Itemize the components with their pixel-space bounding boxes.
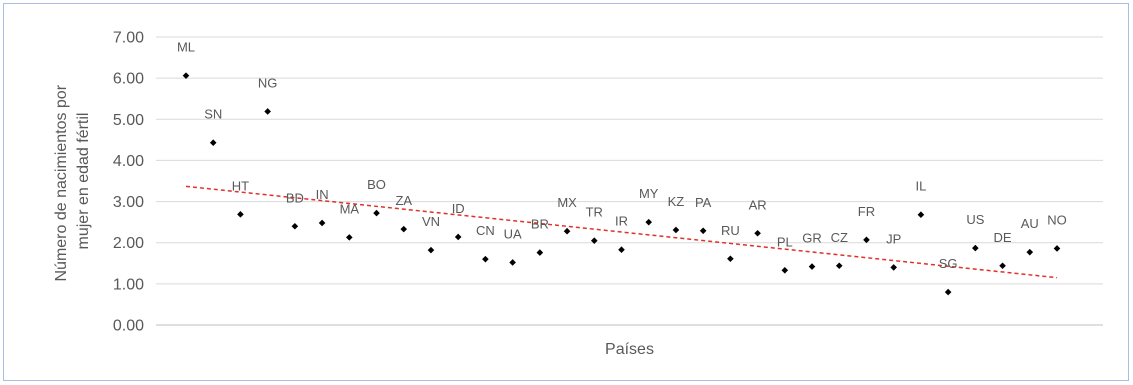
- y-tick-label: 0.00: [113, 318, 144, 335]
- y-tick-label: 5.00: [113, 112, 144, 129]
- data-point: [999, 262, 1006, 270]
- data-point: [754, 229, 761, 237]
- data-point: [1053, 245, 1061, 252]
- data-point: [427, 246, 435, 254]
- data-label: BD: [286, 190, 304, 205]
- x-axis-title: Países: [605, 341, 654, 358]
- data-label: MX: [557, 195, 577, 210]
- data-point: [618, 246, 625, 254]
- chart-area: 0.00 1.00 2.00 3.00 4.00 5.00 6.00 7.00 ML SN HT N…: [3, 3, 1129, 381]
- gridlines: [156, 36, 1103, 326]
- data-label: PL: [777, 234, 793, 249]
- data-label: NG: [258, 75, 278, 90]
- y-tick-labels: 0.00 1.00 2.00 3.00 4.00 5.00 6.00 7.00: [113, 30, 144, 335]
- data-label: US: [966, 212, 984, 227]
- data-point: [781, 266, 789, 274]
- data-point: [318, 219, 326, 227]
- data-label: IR: [615, 214, 628, 229]
- data-label: TR: [586, 205, 603, 220]
- data-points: [182, 72, 1061, 296]
- data-label: VN: [422, 214, 440, 229]
- data-label: DE: [994, 230, 1012, 245]
- data-point: [944, 288, 952, 296]
- data-label: JP: [886, 231, 901, 246]
- data-point: [536, 249, 544, 256]
- y-axis-title: Número de nacimientos por mujer en edad …: [53, 81, 92, 282]
- data-point: [209, 139, 217, 147]
- data-point: [509, 259, 516, 266]
- data-point: [264, 108, 271, 115]
- data-point: [890, 264, 897, 271]
- data-label: HT: [232, 178, 249, 193]
- y-tick-label: 6.00: [113, 71, 144, 88]
- data-point: [454, 233, 462, 241]
- data-point: [590, 237, 598, 244]
- data-label: AR: [749, 197, 767, 212]
- data-label: PA: [695, 195, 712, 210]
- data-label: SG: [939, 256, 958, 271]
- y-tick-label: 1.00: [113, 276, 144, 293]
- data-point: [699, 227, 707, 235]
- data-label: BR: [531, 217, 549, 232]
- data-label: ID: [452, 201, 465, 216]
- data-label: UA: [504, 226, 522, 241]
- data-point: [1026, 248, 1034, 256]
- y-tick-label: 2.00: [113, 235, 144, 252]
- data-label: BO: [367, 177, 386, 192]
- point-labels: ML SN HT NG BD IN MA BO ZA VN ID CN UA BR MX TR IR MY KZ PA…: [177, 40, 1067, 271]
- data-point: [727, 255, 734, 263]
- scatter-chart: 0.00 1.00 2.00 3.00 4.00 5.00 6.00 7.00 ML SN HT N…: [53, 30, 1103, 358]
- trendline: [185, 185, 1058, 279]
- data-point: [835, 262, 843, 270]
- data-point: [808, 263, 816, 270]
- data-label: ZA: [395, 193, 412, 208]
- data-label: RU: [721, 223, 740, 238]
- data-label: MY: [639, 186, 659, 201]
- data-point: [672, 226, 680, 234]
- data-label: ML: [177, 40, 195, 55]
- y-axis-title-line-2: mujer en edad fértil: [75, 113, 92, 250]
- data-label: CZ: [831, 230, 848, 245]
- y-tick-label: 4.00: [113, 153, 144, 170]
- data-point: [291, 222, 299, 230]
- data-label: IN: [316, 187, 329, 202]
- data-point: [917, 211, 925, 219]
- data-label: MA: [340, 201, 360, 216]
- data-label: AU: [1021, 216, 1039, 231]
- data-label: GR: [802, 231, 822, 246]
- data-label: SN: [204, 107, 222, 122]
- data-point: [373, 209, 380, 217]
- data-point: [482, 255, 489, 263]
- data-label: FR: [858, 204, 875, 219]
- data-label: IL: [915, 179, 926, 194]
- data-point: [237, 211, 244, 218]
- data-point: [400, 225, 408, 233]
- data-label: NO: [1047, 212, 1067, 227]
- y-tick-label: 7.00: [113, 30, 144, 47]
- y-axis-title-line-1: Número de nacimientos por: [53, 84, 70, 281]
- data-point: [645, 218, 653, 226]
- data-label: CN: [476, 223, 495, 238]
- data-point: [346, 234, 353, 241]
- data-point: [863, 236, 870, 244]
- data-label: KZ: [668, 194, 685, 209]
- data-point: [972, 244, 979, 252]
- trendline-group: [185, 185, 1058, 279]
- data-point: [563, 227, 571, 235]
- y-tick-label: 3.00: [113, 194, 144, 211]
- data-point: [182, 72, 190, 79]
